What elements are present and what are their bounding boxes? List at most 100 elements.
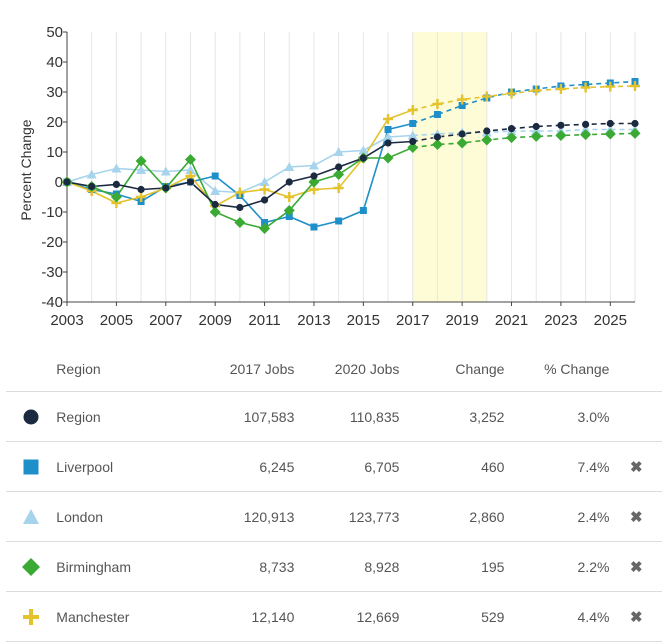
data-point-london [160, 166, 171, 176]
data-point-liverpool [458, 102, 466, 109]
remove-row-icon[interactable]: ✖ [629, 508, 643, 526]
y-axis-label: Percent Change [18, 119, 34, 220]
change: 2,860 [400, 491, 506, 542]
data-point-london [580, 124, 591, 134]
x-tick-label: 2011 [248, 312, 280, 329]
data-point-manchester [234, 187, 245, 198]
table-row: Liverpool 6,245 6,705 460 7.4% ✖ [6, 441, 662, 492]
data-point-birmingham [481, 134, 493, 146]
data-point-liverpool [285, 213, 293, 220]
data-point-london [531, 126, 542, 135]
data-point-birmingham [407, 142, 419, 153]
data-point-birmingham [135, 155, 147, 167]
data-point-london [259, 177, 270, 186]
data-point-liverpool [409, 120, 417, 127]
data-point-birmingham [506, 132, 518, 144]
data-point-birmingham [209, 206, 221, 218]
data-point-region [88, 182, 96, 191]
y-tick-label: 40 [46, 54, 63, 71]
region-name: Birmingham [55, 541, 191, 592]
jobs-2017: 120,913 [190, 491, 296, 542]
pct-change: 7.4% [505, 441, 611, 492]
data-point-birmingham [629, 127, 641, 139]
y-tick-label: -30 [41, 264, 63, 281]
x-tick-label: 2023 [544, 312, 577, 329]
data-point-region [631, 119, 639, 128]
remove-row-icon[interactable]: ✖ [629, 458, 643, 476]
data-point-birmingham [333, 169, 345, 180]
data-point-london [86, 169, 97, 179]
data-point-region [260, 196, 269, 204]
y-tick-label: 30 [46, 84, 63, 101]
data-point-birmingham [580, 129, 592, 141]
region-name: Liverpool [55, 441, 191, 492]
header-pct-change: % Change [505, 347, 611, 392]
data-point-region [236, 203, 244, 212]
remove-row-icon[interactable]: ✖ [629, 558, 643, 576]
data-point-region [112, 180, 120, 188]
data-point-manchester [333, 183, 344, 193]
series-projection-manchester [412, 85, 636, 111]
pct-change: 2.2% [505, 541, 611, 592]
data-point-liverpool [384, 126, 392, 133]
data-point-region [507, 125, 516, 133]
circle-marker-icon [23, 409, 39, 424]
data-point-liverpool [359, 207, 367, 214]
header-region: Region [55, 347, 191, 392]
data-point-region [137, 185, 145, 194]
region-name: London [55, 491, 191, 542]
data-point-region [359, 154, 367, 162]
data-point-liverpool [433, 111, 441, 118]
data-point-region [186, 178, 195, 186]
data-point-london [136, 165, 147, 174]
series-projection-birmingham [412, 132, 636, 149]
data-point-london [407, 130, 418, 140]
data-point-birmingham [259, 223, 271, 234]
data-point-manchester [432, 99, 443, 109]
header-remove-cell [610, 347, 662, 392]
jobs-2020: 123,773 [295, 491, 401, 542]
data-point-birmingham [530, 130, 542, 142]
y-tick-label: -10 [41, 204, 63, 221]
data-point-region [409, 137, 417, 146]
table-row: Birmingham 8,733 8,928 195 2.2% ✖ [6, 541, 662, 592]
change: 195 [400, 541, 506, 592]
x-tick-label: 2015 [347, 312, 380, 329]
data-point-region [285, 178, 293, 186]
x-tick-label: 2017 [396, 312, 429, 329]
series-projection-liverpool [412, 80, 636, 125]
region-name: Region [55, 391, 191, 442]
jobs-2017: 107,583 [190, 391, 296, 442]
data-point-region [557, 121, 565, 129]
remove-cell: ✖ [610, 541, 662, 592]
remove-cell: ✖ [610, 491, 662, 542]
data-point-birmingham [555, 130, 567, 141]
y-tick-label: 10 [46, 144, 63, 161]
header-2017-jobs: 2017 Jobs [190, 347, 296, 392]
x-tick-label: 2013 [297, 312, 330, 329]
data-point-manchester [284, 192, 295, 202]
data-point-region [582, 120, 590, 128]
data-point-manchester [630, 81, 640, 91]
table-row: Manchester 12,140 12,669 529 4.4% ✖ [6, 591, 662, 642]
jobs-2020: 110,835 [295, 391, 401, 442]
data-point-liverpool [310, 223, 318, 231]
header-change: Change [400, 347, 506, 392]
triangle-marker-icon [22, 508, 39, 524]
legend-cell [6, 591, 56, 642]
x-tick-label: 2025 [594, 312, 627, 329]
data-point-liverpool [211, 172, 219, 180]
data-point-birmingham [382, 152, 394, 164]
projection-highlight-band [412, 32, 487, 302]
y-tick-label: -40 [41, 294, 63, 311]
remove-row-icon[interactable]: ✖ [629, 608, 643, 626]
data-point-region [483, 127, 491, 135]
change: 460 [400, 441, 506, 492]
jobs-2017: 8,733 [190, 541, 296, 592]
x-tick-label: 2003 [50, 312, 83, 329]
x-tick-label: 2007 [149, 312, 182, 329]
data-point-region [532, 122, 540, 131]
data-point-liverpool [335, 217, 343, 225]
jobs-2020: 12,669 [295, 591, 401, 642]
table-row: London 120,913 123,773 2,860 2.4% ✖ [6, 491, 662, 542]
